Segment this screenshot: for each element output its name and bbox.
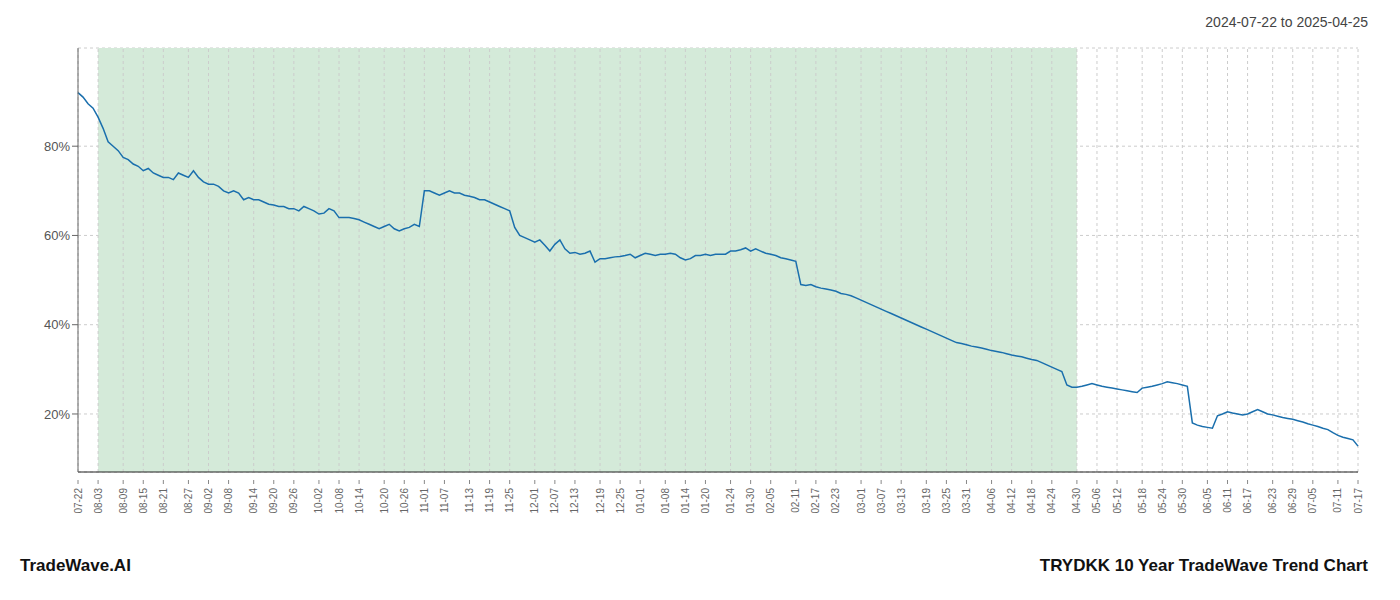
svg-text:09-20: 09-20 — [268, 488, 279, 514]
svg-text:06-05: 06-05 — [1202, 488, 1213, 514]
svg-text:11-13: 11-13 — [464, 488, 475, 513]
svg-text:10-14: 10-14 — [354, 488, 365, 514]
svg-text:04-30: 04-30 — [1071, 488, 1082, 514]
svg-text:06-17: 06-17 — [1242, 488, 1253, 514]
svg-text:03-07: 03-07 — [876, 488, 887, 514]
svg-text:09-14: 09-14 — [248, 488, 259, 514]
svg-text:02-23: 02-23 — [830, 488, 841, 514]
svg-text:05-30: 05-30 — [1177, 488, 1188, 514]
svg-text:04-24: 04-24 — [1046, 488, 1057, 514]
svg-text:06-11: 06-11 — [1222, 488, 1233, 513]
svg-text:06-29: 06-29 — [1287, 488, 1298, 514]
svg-text:12-13: 12-13 — [569, 488, 580, 514]
svg-text:03-25: 03-25 — [941, 488, 952, 514]
svg-text:05-24: 05-24 — [1157, 488, 1168, 514]
svg-text:04-06: 04-06 — [986, 488, 997, 514]
svg-text:09-26: 09-26 — [288, 488, 299, 514]
svg-text:07-22: 07-22 — [73, 488, 84, 514]
svg-text:12-25: 12-25 — [615, 488, 626, 514]
svg-text:03-01: 03-01 — [856, 488, 867, 514]
svg-text:11-25: 11-25 — [504, 488, 515, 513]
svg-text:07-11: 07-11 — [1332, 488, 1343, 513]
svg-text:05-18: 05-18 — [1137, 488, 1148, 514]
svg-text:07-05: 07-05 — [1307, 488, 1318, 514]
svg-text:05-06: 05-06 — [1091, 488, 1102, 514]
svg-text:03-13: 03-13 — [896, 488, 907, 514]
svg-text:03-31: 03-31 — [961, 488, 972, 514]
svg-text:01-24: 01-24 — [725, 488, 736, 514]
svg-text:12-07: 12-07 — [549, 488, 560, 514]
svg-text:04-18: 04-18 — [1026, 488, 1037, 514]
svg-text:05-12: 05-12 — [1112, 488, 1123, 514]
svg-text:08-27: 08-27 — [183, 488, 194, 514]
html-text:TRYDKK 10 Year TradeWave Trend: TRYDKK 10 Year TradeWave Trend Chart — [1039, 556, 1368, 575]
svg-text:11-01: 11-01 — [419, 488, 430, 513]
svg-text:08-15: 08-15 — [138, 488, 149, 514]
svg-text:60%: 60% — [44, 228, 70, 243]
svg-text:04-12: 04-12 — [1006, 488, 1017, 514]
svg-text:01-08: 01-08 — [660, 488, 671, 514]
svg-text:01-14: 01-14 — [680, 488, 691, 514]
svg-text:08-21: 08-21 — [158, 488, 169, 514]
svg-text:20%: 20% — [44, 407, 70, 422]
svg-text:80%: 80% — [44, 139, 70, 154]
svg-text:02-17: 02-17 — [810, 488, 821, 514]
svg-text:06-23: 06-23 — [1267, 488, 1278, 514]
svg-text:10-08: 10-08 — [334, 488, 345, 514]
html-text:2024-07-22 to 2025-04-25: 2024-07-22 to 2025-04-25 — [1205, 14, 1368, 30]
svg-text:12-19: 12-19 — [595, 488, 606, 514]
svg-text:08-03: 08-03 — [93, 488, 104, 514]
svg-text:10-02: 10-02 — [313, 488, 324, 514]
html-text:TradeWave.AI: TradeWave.AI — [20, 556, 131, 575]
svg-text:07-17: 07-17 — [1353, 488, 1364, 514]
svg-text:10-26: 10-26 — [399, 488, 410, 514]
svg-text:09-02: 09-02 — [203, 488, 214, 514]
svg-text:03-19: 03-19 — [921, 488, 932, 514]
svg-text:08-09: 08-09 — [118, 488, 129, 514]
svg-text:40%: 40% — [44, 317, 70, 332]
svg-text:01-30: 01-30 — [745, 488, 756, 514]
svg-text:01-01: 01-01 — [635, 488, 646, 514]
svg-text:02-05: 02-05 — [765, 488, 776, 514]
svg-text:10-20: 10-20 — [379, 488, 390, 514]
svg-text:09-08: 09-08 — [223, 488, 234, 514]
svg-text:11-19: 11-19 — [484, 488, 495, 513]
svg-text:12-01: 12-01 — [529, 488, 540, 514]
svg-text:01-20: 01-20 — [700, 488, 711, 514]
svg-text:02-11: 02-11 — [790, 488, 801, 513]
svg-text:11-07: 11-07 — [439, 488, 450, 513]
